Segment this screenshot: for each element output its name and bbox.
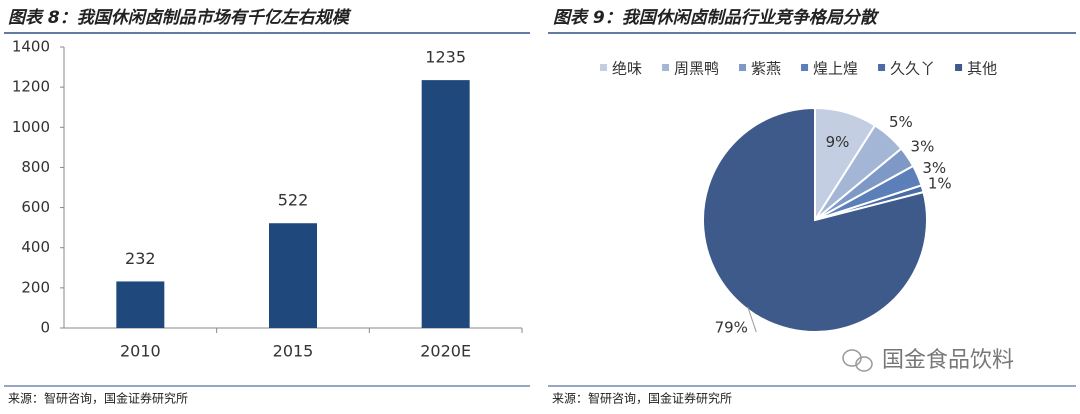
bar bbox=[269, 223, 317, 328]
x-tick-label: 2015 bbox=[273, 342, 314, 361]
source: 来源：智研咨询，国金证券研究所 bbox=[8, 391, 188, 406]
y-tick-label: 1400 bbox=[12, 38, 50, 56]
pie-slice bbox=[702, 106, 928, 333]
data-label: 5% bbox=[889, 113, 913, 131]
y-tick-label: 0 bbox=[40, 319, 50, 337]
leader-line bbox=[747, 306, 757, 333]
y-tick-label: 400 bbox=[21, 238, 50, 256]
data-label: 3% bbox=[922, 159, 946, 177]
bar bbox=[421, 80, 470, 328]
legend-label: 煌上煌 bbox=[813, 60, 858, 78]
y-tick-label: 800 bbox=[21, 158, 50, 176]
source: 来源：智研咨询，国金证券研究所 bbox=[552, 391, 732, 406]
legend-label: 紫燕 bbox=[751, 60, 781, 78]
data-label: 522 bbox=[278, 191, 309, 210]
x-tick-label: 2010 bbox=[120, 342, 161, 361]
bar bbox=[116, 281, 165, 328]
data-label: 3% bbox=[911, 137, 935, 155]
legend-swatch bbox=[878, 64, 886, 71]
x-tick-label: 2020E bbox=[420, 342, 471, 361]
data-label: 9% bbox=[826, 133, 850, 151]
legend-label: 其他 bbox=[967, 60, 997, 78]
data-label: 1235 bbox=[425, 48, 466, 67]
watermark: 国金食品饮料 bbox=[842, 348, 1014, 373]
chart-title: 图表 8：我国休闲卤制品市场有千亿左右规模 bbox=[8, 8, 352, 28]
y-tick-label: 1200 bbox=[12, 78, 50, 96]
data-label: 1% bbox=[928, 174, 952, 192]
legend-label: 久久丫 bbox=[890, 60, 935, 78]
chart-title: 图表 9：我国休闲卤制品行业竞争格局分散 bbox=[553, 8, 880, 28]
y-tick-label: 200 bbox=[21, 278, 50, 296]
watermark-text: 国金食品饮料 bbox=[882, 348, 1014, 373]
legend-label: 周黑鸭 bbox=[674, 60, 719, 78]
y-tick-label: 1000 bbox=[12, 118, 50, 136]
y-tick-label: 600 bbox=[21, 198, 50, 216]
data-label: 232 bbox=[125, 249, 156, 268]
legend-swatch bbox=[955, 64, 963, 71]
legend-label: 绝味 bbox=[612, 60, 642, 78]
legend-swatch bbox=[600, 64, 607, 71]
data-label: 79% bbox=[715, 318, 748, 336]
legend-swatch bbox=[801, 64, 809, 71]
legend-swatch bbox=[662, 64, 670, 71]
legend-swatch bbox=[739, 64, 747, 71]
